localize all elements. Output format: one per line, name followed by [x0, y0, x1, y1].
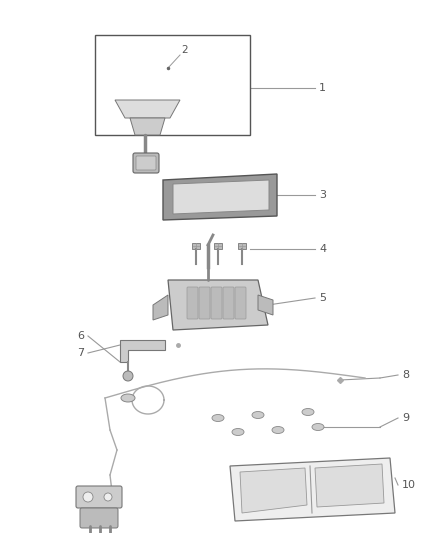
Ellipse shape: [312, 424, 324, 431]
Polygon shape: [168, 280, 268, 330]
FancyBboxPatch shape: [238, 243, 246, 249]
Polygon shape: [315, 464, 384, 507]
Bar: [95, 35, 250, 135]
FancyBboxPatch shape: [136, 156, 156, 170]
FancyBboxPatch shape: [133, 153, 159, 173]
Text: 7: 7: [77, 348, 84, 358]
Ellipse shape: [302, 408, 314, 416]
FancyBboxPatch shape: [199, 287, 210, 319]
FancyBboxPatch shape: [76, 486, 122, 508]
Polygon shape: [163, 174, 277, 220]
Polygon shape: [230, 458, 395, 521]
Circle shape: [104, 493, 112, 501]
Ellipse shape: [212, 415, 224, 422]
Text: 10: 10: [402, 480, 416, 490]
FancyBboxPatch shape: [214, 243, 222, 249]
Polygon shape: [153, 295, 168, 320]
Polygon shape: [173, 180, 269, 214]
Polygon shape: [240, 468, 307, 513]
Text: 8: 8: [402, 370, 409, 380]
Polygon shape: [130, 118, 165, 135]
Text: 6: 6: [77, 331, 84, 341]
Polygon shape: [120, 340, 165, 362]
Circle shape: [123, 371, 133, 381]
Text: 3: 3: [319, 190, 326, 200]
Text: 2: 2: [182, 45, 188, 55]
FancyBboxPatch shape: [80, 508, 118, 528]
Polygon shape: [115, 100, 180, 118]
Ellipse shape: [121, 394, 135, 402]
Text: 4: 4: [319, 244, 326, 254]
Circle shape: [83, 492, 93, 502]
FancyBboxPatch shape: [187, 287, 198, 319]
FancyBboxPatch shape: [211, 287, 222, 319]
FancyBboxPatch shape: [235, 287, 246, 319]
Ellipse shape: [272, 426, 284, 433]
Text: 1: 1: [319, 83, 326, 93]
FancyBboxPatch shape: [223, 287, 234, 319]
FancyBboxPatch shape: [192, 243, 200, 249]
Text: 9: 9: [402, 413, 409, 423]
Text: 5: 5: [319, 293, 326, 303]
Ellipse shape: [232, 429, 244, 435]
Polygon shape: [258, 295, 273, 315]
Ellipse shape: [252, 411, 264, 418]
